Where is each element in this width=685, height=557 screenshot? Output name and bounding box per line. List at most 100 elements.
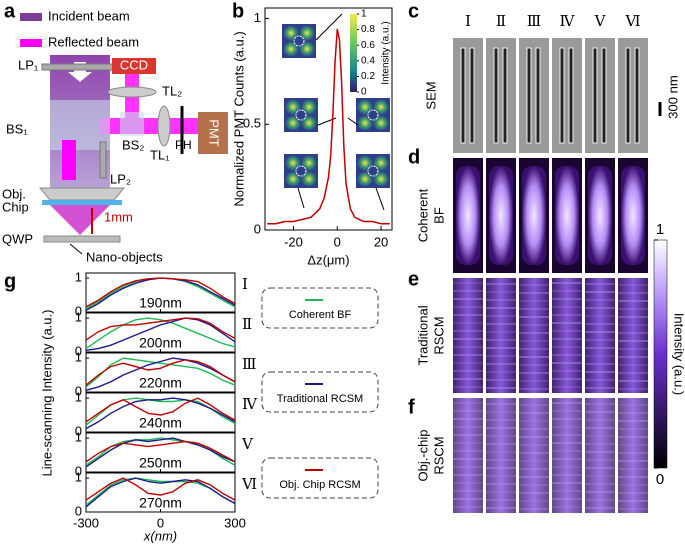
inset-colorbar-label: 0.4 bbox=[361, 55, 375, 66]
panel-numeral: Ⅴ bbox=[241, 435, 254, 453]
polarizer bbox=[99, 141, 107, 179]
colorbar-label: 1 bbox=[656, 221, 664, 238]
objective bbox=[38, 187, 126, 201]
sem-image bbox=[453, 38, 483, 153]
x-tick-label: 300 bbox=[224, 515, 246, 530]
data-line bbox=[85, 440, 236, 463]
sem-image bbox=[552, 38, 582, 153]
inset-lobe bbox=[357, 115, 373, 131]
label: 1mm bbox=[104, 209, 133, 224]
panel-value-label: 200nm bbox=[139, 335, 182, 351]
rscm-image bbox=[585, 398, 615, 513]
inset-colorbar-title: Intensity (a.u.) bbox=[381, 21, 392, 84]
panel-label: e bbox=[408, 268, 419, 290]
label: TL₂ bbox=[162, 83, 182, 98]
reflected-beam bbox=[62, 140, 76, 180]
panel-value-label: 240nm bbox=[139, 415, 182, 431]
panel-value-label: 220nm bbox=[139, 375, 182, 391]
sem-slot bbox=[634, 47, 640, 144]
inset-colorbar-label: 1 bbox=[361, 9, 367, 20]
sem-image bbox=[519, 38, 549, 153]
y-tick-label: 0 bbox=[75, 343, 82, 358]
column-label: Ⅱ bbox=[496, 12, 506, 30]
column-label: Ⅴ bbox=[594, 12, 607, 30]
sem-slot bbox=[502, 47, 508, 144]
sem-slot bbox=[469, 47, 475, 144]
rscm-image bbox=[453, 398, 483, 513]
legend-label: Reflected beam bbox=[48, 34, 139, 49]
data-line bbox=[267, 28, 390, 225]
data-line bbox=[85, 317, 236, 350]
inset-pointer bbox=[375, 187, 385, 211]
rscm-image bbox=[519, 398, 549, 513]
x-tick-label: -20 bbox=[284, 234, 303, 249]
sem-slot bbox=[535, 47, 541, 144]
data-line bbox=[85, 359, 236, 386]
bf-spot bbox=[621, 166, 645, 265]
legend-label: Coherent BF bbox=[289, 309, 352, 321]
x-axis-label: x(nm) bbox=[143, 528, 177, 543]
inset-lobe bbox=[285, 115, 301, 131]
setup-diagram: Incident beam Reflected beam LP₁ CCD TL₂… bbox=[2, 8, 228, 264]
focus-cone bbox=[50, 205, 110, 235]
inset-colorbar bbox=[350, 14, 357, 92]
bf-spot bbox=[489, 166, 513, 265]
column-label: Ⅵ bbox=[624, 12, 640, 30]
sem-slot bbox=[568, 47, 574, 144]
panel-label: b bbox=[232, 0, 244, 22]
colorbar bbox=[653, 239, 668, 469]
y-axis-label: Line-scanning Intensity (a.u.) bbox=[39, 310, 54, 477]
inset-pointer bbox=[297, 187, 305, 209]
row-label: BF bbox=[431, 207, 446, 224]
data-line bbox=[85, 437, 236, 468]
inset-lobe bbox=[357, 155, 373, 171]
qwp bbox=[43, 235, 121, 243]
polarizer bbox=[41, 63, 121, 71]
inset-lobe bbox=[299, 41, 315, 57]
label: PMT bbox=[207, 119, 222, 147]
sem-slot bbox=[460, 47, 466, 144]
sem-slot bbox=[526, 47, 532, 144]
row-label: RSCM bbox=[431, 436, 446, 474]
chip bbox=[42, 200, 122, 205]
inset-lobe bbox=[285, 171, 301, 187]
legend-label: Traditional RCSM bbox=[277, 393, 363, 405]
rscm-image bbox=[453, 278, 483, 393]
inset-lobe bbox=[301, 155, 317, 171]
rscm-image bbox=[519, 278, 549, 393]
legend-swatch bbox=[20, 13, 42, 21]
row-label: SEM bbox=[423, 81, 438, 109]
label: TL₁ bbox=[150, 147, 170, 162]
sem-slot bbox=[592, 47, 598, 144]
rscm-image bbox=[486, 278, 516, 393]
beam-splitter bbox=[120, 112, 144, 136]
data-line bbox=[85, 317, 236, 341]
plot-frame bbox=[264, 7, 393, 231]
data-line bbox=[85, 357, 236, 388]
x-axis-label: Δz(μm) bbox=[307, 252, 349, 267]
inset-ring bbox=[367, 165, 379, 177]
rscm-image bbox=[552, 278, 582, 393]
legend-label: Incident beam bbox=[48, 8, 130, 23]
pointer bbox=[69, 243, 83, 255]
colorbar-label: 0 bbox=[656, 471, 664, 488]
x-tick-label: 0 bbox=[157, 515, 164, 530]
legend-label: Obj. Chip RCSM bbox=[279, 479, 360, 491]
label: Nano-objects bbox=[86, 249, 163, 264]
panel-label: c bbox=[408, 0, 419, 22]
y-tick-label: 0 bbox=[75, 383, 82, 398]
y-tick-label: 1 bbox=[75, 350, 82, 365]
panel-numeral: Ⅰ bbox=[242, 275, 248, 293]
panel-label: a bbox=[4, 0, 16, 22]
inset-lobe bbox=[283, 25, 299, 41]
row-label: Obj.-chip bbox=[415, 429, 430, 481]
y-tick-label: 1 bbox=[254, 10, 261, 25]
inset-pointer bbox=[315, 13, 343, 41]
x-tick-label: 20 bbox=[374, 234, 388, 249]
inset-lobe bbox=[373, 99, 389, 115]
label: CCD bbox=[120, 57, 148, 72]
panel-label: g bbox=[4, 270, 16, 292]
x-tick-label: 0 bbox=[334, 234, 341, 249]
y-tick-label: 1 bbox=[75, 270, 82, 285]
